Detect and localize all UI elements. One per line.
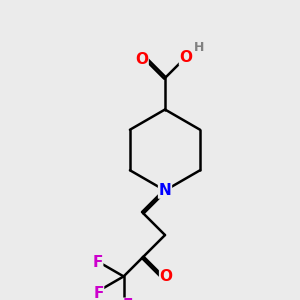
Text: O: O — [135, 52, 148, 67]
Text: O: O — [160, 269, 173, 284]
Text: F: F — [93, 286, 103, 300]
Text: O: O — [179, 50, 193, 65]
Text: N: N — [159, 183, 171, 198]
Text: H: H — [194, 41, 205, 54]
Text: F: F — [123, 298, 133, 300]
Text: F: F — [92, 255, 103, 270]
